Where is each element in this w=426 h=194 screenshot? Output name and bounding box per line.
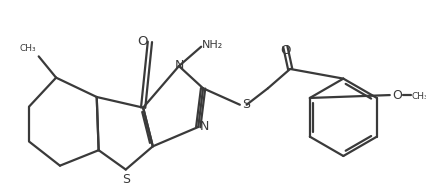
Text: O: O	[137, 35, 147, 48]
Text: CH₃: CH₃	[19, 43, 36, 53]
Text: N: N	[175, 59, 184, 72]
Text: CH₃: CH₃	[410, 92, 426, 100]
Text: O: O	[391, 89, 401, 102]
Text: N: N	[200, 120, 209, 133]
Text: S: S	[121, 173, 130, 186]
Text: NH₂: NH₂	[201, 40, 223, 50]
Text: S: S	[241, 98, 249, 111]
Text: O: O	[279, 44, 290, 57]
